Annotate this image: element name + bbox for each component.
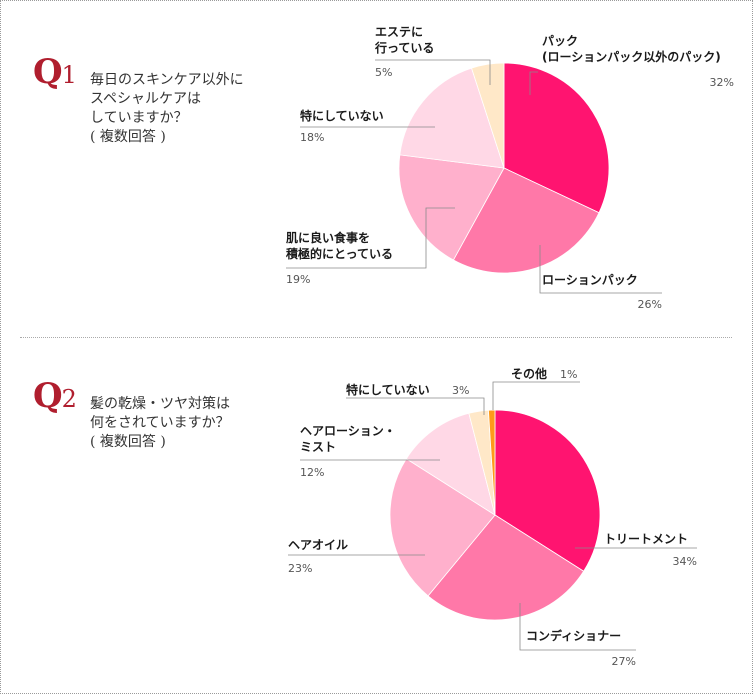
slice-label: ヘアオイル — [288, 538, 348, 552]
slice-label: 特にしていない — [300, 108, 384, 123]
slice-label: 特にしていない — [346, 382, 430, 397]
slice-percent: 1% — [560, 368, 577, 381]
leader-line — [346, 397, 485, 415]
pie-slice — [494, 409, 601, 572]
pie-slice — [487, 409, 496, 516]
slice-label: トリートメント — [604, 532, 688, 546]
leader-line — [529, 71, 538, 95]
slice-label: コンディショナー — [526, 628, 621, 643]
pie-slice — [427, 514, 585, 621]
q1-question: 毎日のスキンケア以外に スペシャルケアは していますか？ ( 複数回答 ) — [90, 72, 244, 145]
q1-mark-letter: Q — [33, 52, 63, 92]
pie-chart-2: トリートメント 34% コンディショナー 27% ヘアオイル 23% ヘアローション・ミスト… — [288, 366, 697, 668]
pie-slice — [471, 62, 505, 169]
leader-line — [375, 59, 491, 85]
q1-mark: Q1 — [33, 52, 77, 92]
slice-label: エステに行っている — [374, 25, 434, 55]
leader-line — [286, 207, 455, 269]
pie-slice — [399, 67, 505, 169]
pie-slice — [398, 154, 505, 261]
q2-mark-letter: Q — [33, 376, 63, 416]
slice-label: 肌に良い食事を積極的にとっている — [285, 230, 393, 261]
slice-label: その他 — [511, 366, 547, 381]
slice-percent: 19% — [286, 273, 310, 286]
pie-slice — [389, 458, 496, 597]
pie-slice — [405, 412, 496, 516]
q1-mark-number: 1 — [61, 61, 77, 89]
q2-mark: Q2 — [33, 376, 77, 416]
slice-percent: 34% — [673, 555, 697, 568]
leader-line — [492, 381, 580, 410]
q2-question: 髪の乾燥・ツヤ対策は 何をされていますか？ ( 複数回答 ) — [90, 396, 230, 450]
slice-percent: 12% — [300, 466, 324, 479]
leader-line — [519, 603, 636, 651]
slice-percent: 5% — [375, 66, 392, 79]
slice-percent: 32% — [710, 76, 734, 89]
slice-percent: 27% — [612, 655, 636, 668]
leader-line — [539, 245, 662, 294]
slice-percent: 26% — [638, 298, 662, 311]
q2-mark-number: 2 — [61, 385, 77, 413]
slice-label: ヘアローション・ミスト — [300, 424, 396, 454]
slice-label: パック(ローションパック以外のパック) — [542, 34, 721, 64]
pie-slice — [503, 62, 610, 214]
slice-label: ローションパック — [542, 273, 638, 287]
section-divider — [20, 337, 732, 338]
slice-percent: 18% — [300, 131, 324, 144]
slice-percent: 3% — [452, 384, 469, 397]
slice-percent: 23% — [288, 562, 312, 575]
